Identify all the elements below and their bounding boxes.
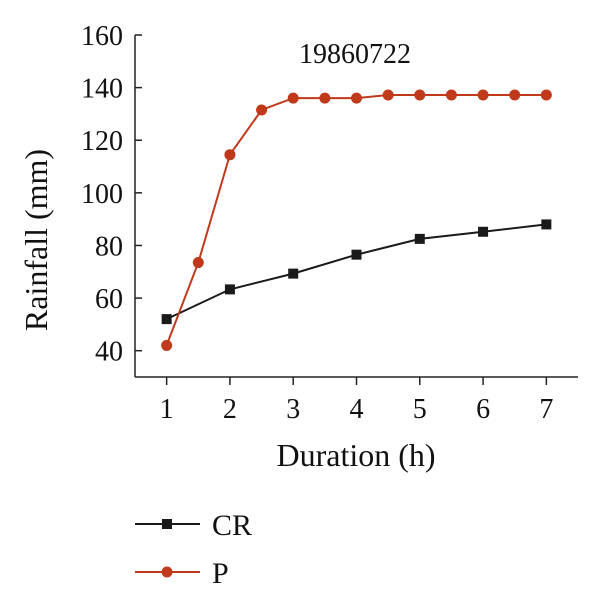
data-point-p xyxy=(509,89,521,101)
legend: CR P xyxy=(135,509,252,590)
y-tick-label: 60 xyxy=(95,284,123,315)
data-point-p xyxy=(256,104,268,116)
data-point-p xyxy=(382,89,394,101)
data-point-p xyxy=(287,92,299,104)
data-point-p xyxy=(192,257,204,269)
y-tick-label: 160 xyxy=(81,21,123,52)
y-axis-title: Rainfall (mm) xyxy=(18,149,54,331)
data-point-p xyxy=(351,92,362,104)
data-point-cr xyxy=(541,219,552,230)
x-tick-label: 3 xyxy=(286,394,300,425)
legend-marker-cr xyxy=(162,519,172,529)
data-point-p xyxy=(477,89,489,101)
legend-marker-p xyxy=(161,566,173,578)
x-tick-label: 7 xyxy=(539,394,553,425)
x-tick-label: 4 xyxy=(350,394,364,425)
data-point-cr xyxy=(351,249,362,260)
x-tick-label: 2 xyxy=(223,394,237,425)
x-axis-title: Duration (h) xyxy=(276,437,435,473)
series-p xyxy=(161,89,552,351)
y-axis-ticks: 40 60 80 100 120 140 160 xyxy=(81,21,142,368)
x-tick-label: 5 xyxy=(413,394,427,425)
data-point-cr xyxy=(161,314,172,325)
data-point-cr xyxy=(414,233,425,244)
y-tick-label: 140 xyxy=(81,74,123,105)
data-point-p xyxy=(224,149,236,161)
series-cr xyxy=(161,219,552,325)
y-tick-label: 80 xyxy=(95,231,123,262)
y-tick-label: 40 xyxy=(95,337,123,368)
x-axis-ticks: 1 2 3 4 5 6 7 xyxy=(160,377,553,425)
y-tick-label: 120 xyxy=(81,126,123,157)
legend-item-p: P xyxy=(135,557,229,590)
series-line-p xyxy=(165,94,547,346)
data-point-p xyxy=(540,89,552,101)
data-point-cr xyxy=(224,284,235,295)
axes xyxy=(134,35,578,378)
legend-label-cr: CR xyxy=(212,509,252,542)
data-point-p xyxy=(414,89,426,101)
legend-label-p: P xyxy=(212,557,229,590)
chart-title: 19860722 xyxy=(299,39,411,70)
data-point-p xyxy=(319,92,331,104)
series-line-cr xyxy=(166,223,547,321)
data-point-p xyxy=(445,89,457,101)
y-tick-label: 100 xyxy=(81,179,123,210)
legend-item-cr: CR xyxy=(135,509,252,542)
data-point-p xyxy=(161,339,173,351)
data-point-cr xyxy=(478,226,489,237)
x-tick-label: 6 xyxy=(476,394,490,425)
x-tick-label: 1 xyxy=(160,394,174,425)
series-layer xyxy=(161,89,552,351)
data-point-cr xyxy=(288,268,299,279)
